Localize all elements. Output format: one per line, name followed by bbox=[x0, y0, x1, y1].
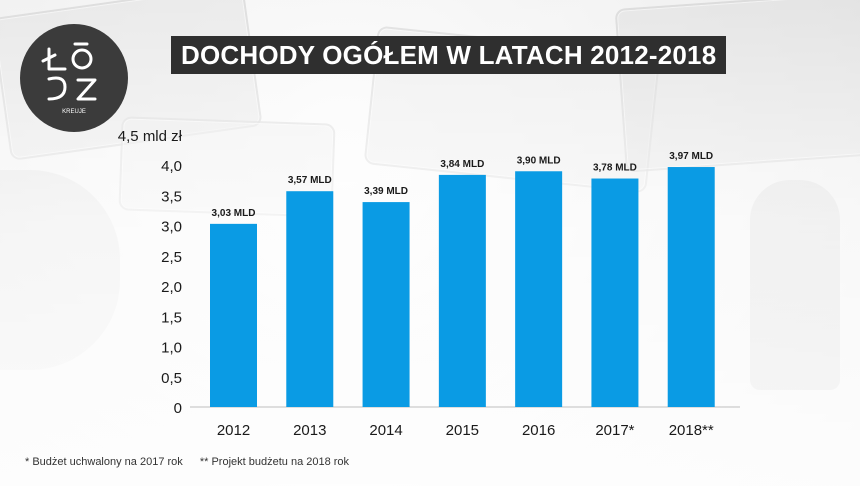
footnote-2017: * Budżet uchwalony na 2017 rok bbox=[25, 456, 183, 468]
bar-2018 bbox=[667, 167, 715, 407]
data-label: 3,97 MLD bbox=[669, 151, 713, 162]
data-label: 3,57 MLD bbox=[288, 175, 332, 186]
x-tick-label: 2014 bbox=[369, 422, 402, 439]
logo-mark-icon: KREUJE bbox=[41, 42, 97, 115]
footnote-2018: ** Projekt budżetu na 2018 rok bbox=[199, 456, 350, 468]
page-title: DOCHODY OGÓŁEM W LATACH 2012-2018 bbox=[171, 36, 727, 74]
chart-container: 0 0,5 1,0 1,5 2,0 2,5 3,0 3,5 4,0 4,5 mld zł 3,03 … bbox=[110, 120, 760, 450]
y-tick-label: 2,0 bbox=[161, 279, 182, 296]
data-label: 3,84 MLD bbox=[440, 159, 484, 170]
x-tick-label: 2018** bbox=[669, 422, 714, 439]
x-tick-label: 2015 bbox=[446, 422, 479, 439]
y-tick-label: 4,0 bbox=[161, 158, 182, 175]
bar-2012 bbox=[210, 223, 257, 407]
footnotes: * Budżet uchwalony na 2017 rok ** Projek… bbox=[25, 456, 363, 468]
logo: KREUJE bbox=[20, 24, 128, 132]
bar-2014 bbox=[362, 202, 410, 407]
data-label: 3,03 MLD bbox=[212, 208, 256, 219]
bar-2013 bbox=[286, 191, 334, 407]
data-label: 3,39 MLD bbox=[364, 186, 408, 197]
y-tick-label: 3,0 bbox=[161, 219, 182, 236]
y-tick-label: 3,5 bbox=[161, 188, 182, 205]
y-tick-label: 4,5 mld zł bbox=[118, 128, 183, 145]
data-label: 3,78 MLD bbox=[593, 163, 637, 174]
bar-2016 bbox=[515, 171, 563, 407]
y-tick-label: 0,5 bbox=[161, 370, 182, 387]
data-label: 3,90 MLD bbox=[517, 155, 561, 166]
x-tick-label: 2017* bbox=[595, 422, 634, 439]
y-tick-label: 1,5 bbox=[161, 309, 182, 326]
bar-2017 bbox=[591, 178, 639, 407]
bar-2015 bbox=[438, 174, 486, 407]
x-tick-label: 2012 bbox=[217, 422, 250, 439]
x-tick-label: 2013 bbox=[293, 422, 326, 439]
revenue-bar-chart: 0 0,5 1,0 1,5 2,0 2,5 3,0 3,5 4,0 4,5 mld zł 3,03 … bbox=[118, 128, 740, 439]
y-tick-label: 2,5 bbox=[161, 249, 182, 266]
x-tick-label: 2016 bbox=[522, 422, 555, 439]
y-tick-label: 1,0 bbox=[161, 340, 182, 357]
y-tick-label: 0 bbox=[174, 400, 182, 417]
logo-subtitle: KREUJE bbox=[62, 109, 86, 115]
